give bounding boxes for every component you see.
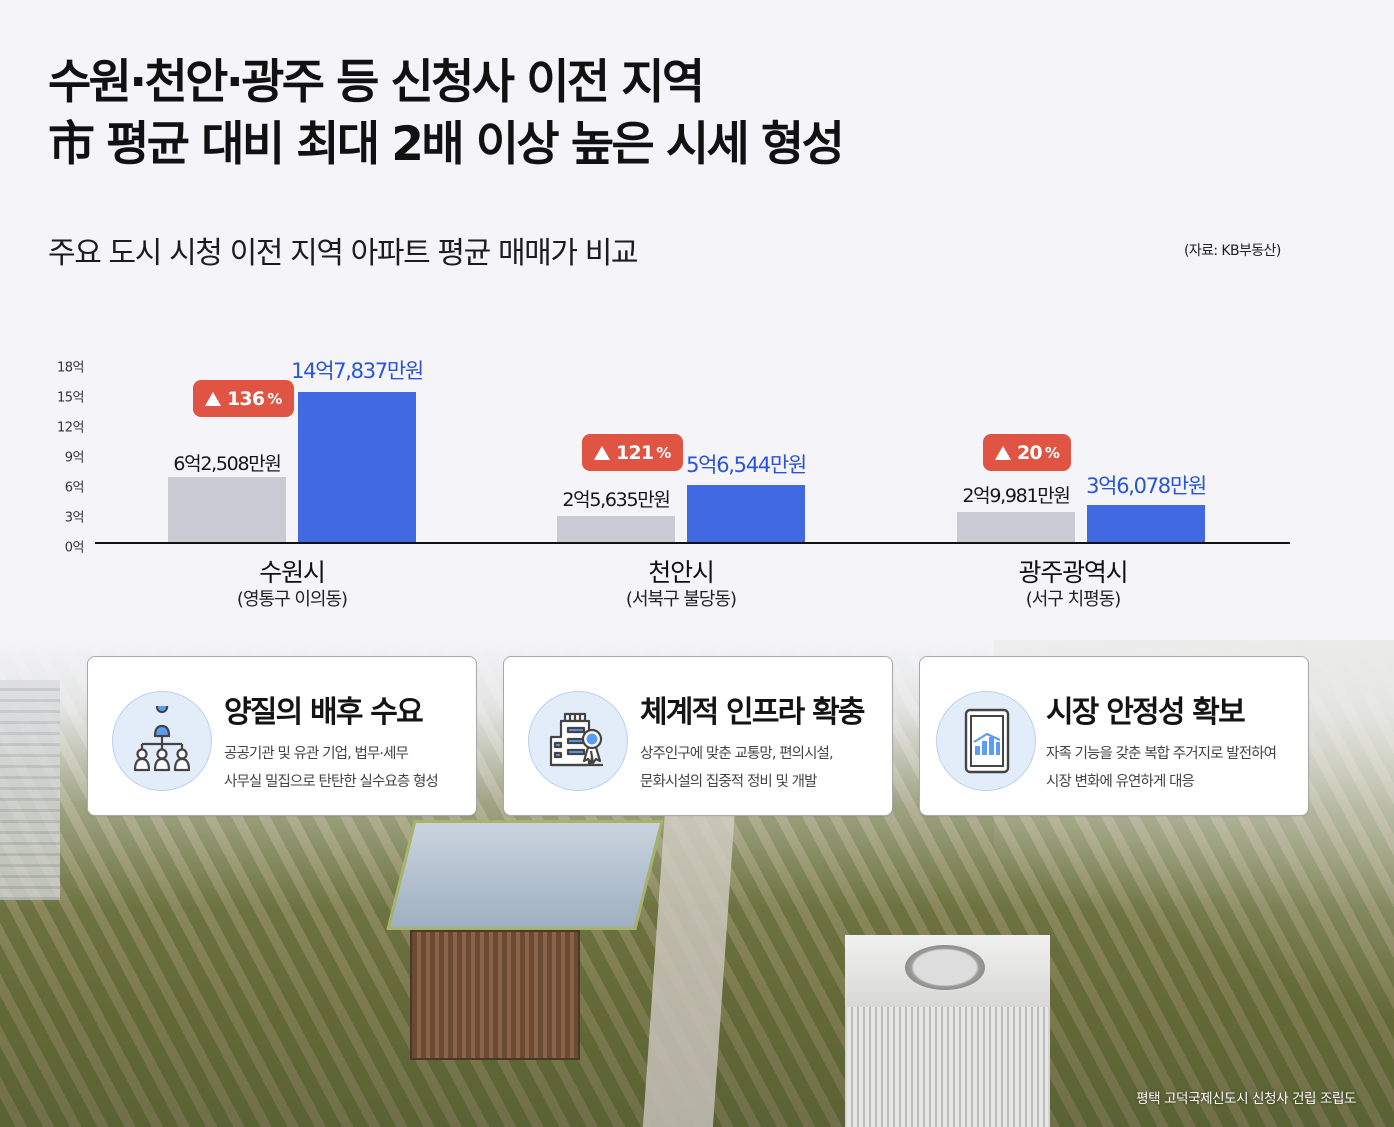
badge-value: 136 (227, 387, 265, 410)
card-description: 자족 기능을 갖춘 복합 주거지로 발전하여 시장 변화에 유연하게 대응 (1046, 740, 1296, 796)
chart-title: 주요 도시 시청 이전 지역 아파트 평균 매매가 비교 (48, 236, 638, 271)
headline-line-1: 수원·천안·광주 등 신청사 이전 지역 (48, 55, 705, 110)
y-tick: 3억 (64, 510, 85, 526)
city-name: 광주광역시 (1018, 558, 1128, 587)
city-hall-canopy-roof (386, 820, 664, 930)
before-value-label: 6억2,508만원 (173, 453, 282, 475)
card-desc-line: 사무실 밀집으로 탄탄한 실수요층 형성 (224, 774, 439, 790)
y-tick: 15억 (56, 390, 85, 406)
bar-relocation-area (687, 485, 805, 542)
increase-badge: 20 % (983, 434, 1072, 471)
y-tick: 9억 (64, 450, 85, 466)
card-market-stability: 시장 안정성 확보 자족 기능을 갖춘 복합 주거지로 발전하여 시장 변화에 … (919, 656, 1309, 816)
card-title: 체계적 인프라 확충 (640, 695, 866, 730)
x-axis-baseline (95, 542, 1290, 544)
card-desc-line: 자족 기능을 갖춘 복합 주거지로 발전하여 (1046, 746, 1277, 762)
icon-circle (528, 691, 628, 791)
card-demand: 양질의 배후 수요 공공기관 및 유관 기업, 법무·세무 사무실 밀집으로 탄… (87, 656, 477, 816)
data-source: (자료: KB부동산) (1184, 243, 1281, 259)
after-value-label: 5억6,544만원 (686, 453, 807, 477)
after-value-label: 14억7,837만원 (291, 359, 424, 383)
bar-relocation-area (1087, 505, 1205, 542)
card-desc-line: 문화시설의 집중적 정비 및 개발 (640, 774, 817, 790)
org-chart-people-icon (133, 706, 191, 772)
card-description: 공공기관 및 유관 기업, 법무·세무 사무실 밀집으로 탄탄한 실수요층 형성 (224, 740, 474, 796)
city-name: 수원시 (259, 558, 326, 587)
bar-city-average (957, 512, 1075, 542)
card-title: 양질의 배후 수요 (224, 695, 424, 730)
category-label: 천안시 (서북구 불당동) (551, 558, 811, 612)
badge-unit: % (267, 389, 282, 408)
bar-city-average (557, 516, 675, 542)
after-value-label: 3억6,078만원 (1086, 474, 1207, 498)
category-label: 수원시 (영통구 이의동) (162, 558, 422, 612)
up-triangle-icon (995, 445, 1011, 460)
badge-unit: % (656, 443, 671, 462)
district-name: (영통구 이의동) (236, 589, 348, 610)
bar-city-average (168, 477, 286, 542)
icon-circle (112, 691, 212, 791)
district-name: (서구 치평동) (1025, 589, 1122, 610)
headline-line-2: 市 평균 대비 최대 2배 이상 높은 시세 형성 (48, 117, 845, 172)
before-value-label: 2억5,635만원 (562, 489, 671, 511)
card-title: 시장 안정성 확보 (1046, 695, 1246, 730)
apartment-tower (0, 680, 60, 900)
district-name: (서북구 불당동) (625, 589, 737, 610)
category-label: 광주광역시 (서구 치평동) (943, 558, 1203, 612)
card-desc-line: 공공기관 및 유관 기업, 법무·세무 (224, 746, 409, 762)
card-desc-line: 상주인구에 맞춘 교통망, 편의시설, (640, 746, 834, 762)
up-triangle-icon (594, 445, 610, 460)
headline: 수원·천안·광주 등 신청사 이전 지역 市 평균 대비 최대 2배 이상 높은… (48, 52, 845, 176)
building-certificate-icon (549, 712, 603, 767)
y-tick: 0억 (64, 540, 85, 556)
city-hall-building (410, 930, 580, 1060)
card-desc-line: 시장 변화에 유연하게 대응 (1046, 774, 1195, 790)
badge-value: 20 (1017, 441, 1043, 464)
y-tick: 12억 (56, 420, 85, 436)
cube-building-dome (905, 945, 985, 990)
tablet-chart-icon (964, 708, 1010, 774)
bar-relocation-area (298, 392, 416, 542)
badge-value: 121 (616, 441, 654, 464)
icon-circle (936, 691, 1036, 791)
y-tick: 18억 (56, 360, 85, 376)
up-triangle-icon (205, 391, 221, 406)
before-value-label: 2억9,981만원 (962, 485, 1071, 507)
increase-badge: 136 % (193, 380, 294, 417)
photo-caption: 평택 고덕국제신도시 신청사 건립 조립도 (1136, 1091, 1356, 1107)
card-description: 상주인구에 맞춘 교통망, 편의시설, 문화시설의 집중적 정비 및 개발 (640, 740, 890, 796)
y-tick: 6억 (64, 480, 85, 496)
increase-badge: 121 % (582, 434, 683, 471)
card-infrastructure: 체계적 인프라 확충 상주인구에 맞춘 교통망, 편의시설, 문화시설의 집중적… (503, 656, 893, 816)
badge-unit: % (1044, 443, 1060, 462)
city-name: 천안시 (648, 558, 715, 587)
